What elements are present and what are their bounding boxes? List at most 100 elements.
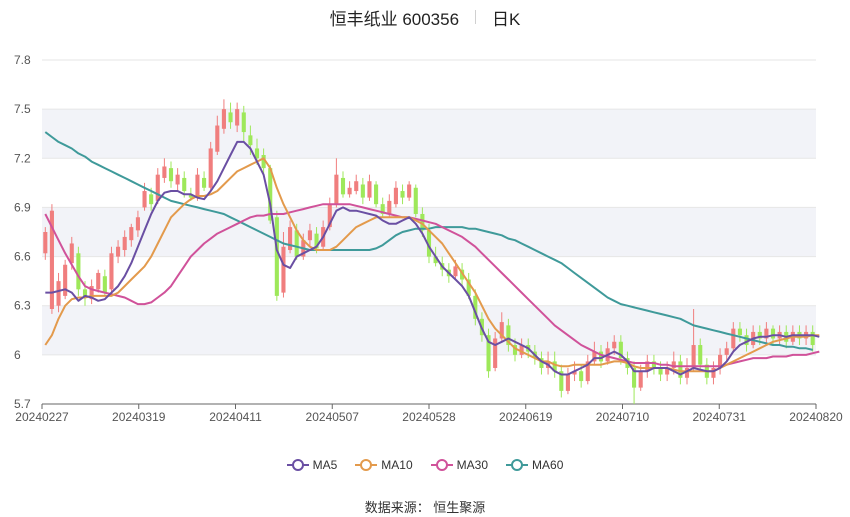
candle-body [162,166,167,178]
title-divider [475,10,477,24]
candle-body [360,184,365,198]
chart-title-main: 恒丰纸业 600356 [329,9,460,29]
x-tick-label: 20240411 [209,410,262,424]
candle-body [327,204,332,228]
y-tick-label: 7.8 [14,53,31,67]
candle-body [592,351,597,362]
candle-body [307,230,312,241]
candle-body [254,148,260,159]
candle-body [135,217,140,231]
candle-body [612,341,617,349]
chart-title-period: 日K [492,9,521,29]
x-tick-label: 20240619 [499,410,553,424]
candle-body [473,295,478,319]
candle-body [539,358,544,368]
candle-body [519,345,524,355]
candle-body [737,328,742,336]
candle-body [228,112,233,123]
legend-swatch-ma60 [506,459,529,471]
candle-body [420,213,425,231]
candle-body [96,272,101,290]
candle-body [433,256,438,264]
candle-body [69,243,74,264]
candle-body [241,112,246,133]
candle-body [658,367,663,375]
legend-item-ma30[interactable]: MA30 [430,458,489,472]
candle-body [645,361,650,372]
candle-body [76,253,81,290]
candle-body [731,328,736,349]
ma10-line [44,157,820,373]
x-tick-label: 20240710 [596,410,650,424]
candle-body [288,227,293,251]
candle-body [638,371,643,388]
candle-body [512,345,518,355]
candle-body [757,331,762,339]
y-tick-label: 5.7 [14,397,31,411]
candle-body [274,217,279,296]
candle-body [678,361,683,378]
candle-body [168,168,174,182]
y-tick-label: 7.2 [14,151,31,165]
legend-label-ma60: MA60 [532,458,564,472]
candle-body [572,371,577,375]
candle-body [764,328,769,339]
x-tick-label: 20240528 [402,410,456,424]
candle-body [374,184,379,205]
candle-body [221,109,226,129]
x-tick-label: 20240731 [693,410,747,424]
candle-body [56,281,61,306]
candle-body [149,194,154,205]
candle-body [202,177,207,188]
candle-body [367,181,372,198]
candle-body [665,367,670,375]
candle-body [506,325,511,346]
candle-body [102,276,107,293]
candle-body [413,187,418,214]
candle-body [770,328,776,339]
candle-body [632,367,637,388]
legend-item-ma5[interactable]: MA5 [286,458,337,472]
candle-body [188,194,193,198]
legend-item-ma60[interactable]: MA60 [506,458,563,472]
grid-band [42,305,816,355]
candle-body [744,335,749,346]
legend-item-ma10[interactable]: MA10 [355,458,413,472]
candle-body [407,184,412,198]
candle-body [215,125,220,152]
candle-body [248,135,253,146]
candle-body [89,286,94,300]
candle-body [810,331,815,346]
candle-body [82,289,88,298]
candle-body [493,338,498,368]
legend-swatch-ma30 [430,459,453,471]
y-tick-label: 6.6 [14,250,31,264]
candle-body [671,361,676,368]
candle-body [380,204,385,214]
candle-body [426,230,432,257]
candle-body [334,174,339,205]
candle-body [579,371,584,382]
legend-label-ma30: MA30 [456,458,489,472]
legend-swatch-ma10 [355,459,378,471]
candle-body [691,345,696,368]
candle-body [116,246,121,257]
candle-body [195,174,200,198]
x-tick-label: 20240319 [112,410,166,424]
ma30-line [44,203,820,368]
legend-label-ma10: MA10 [381,458,413,472]
candle-body [718,354,723,368]
candle-body [281,246,286,293]
candle-body [387,200,392,214]
candle-body [340,177,346,195]
candle-body [559,371,564,391]
y-tick-label: 7.5 [14,102,31,116]
y-tick-label: 6.3 [14,299,31,313]
x-tick-label: 20240507 [306,410,360,424]
data-source-note: 数据来源： 恒生聚源 [364,500,486,515]
candle-body [466,279,471,296]
x-tick-label: 20240820 [789,410,843,424]
candle-body [142,191,147,208]
candle-body [499,322,504,339]
candle-body [598,351,604,362]
